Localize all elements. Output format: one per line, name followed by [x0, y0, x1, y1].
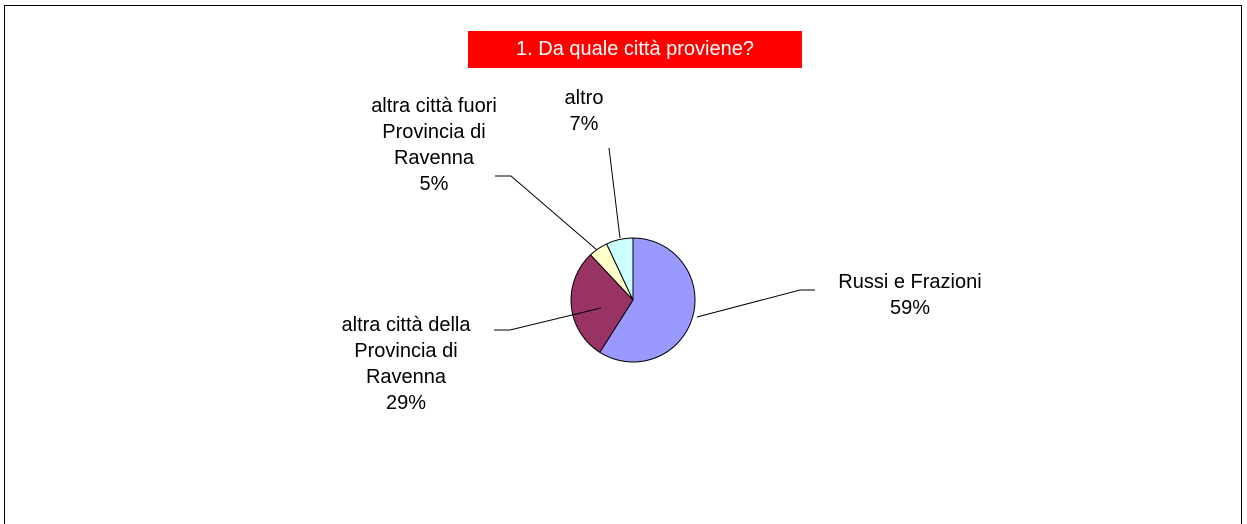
leader-line	[494, 307, 602, 331]
chart-title: 1. Da quale città proviene?	[468, 31, 802, 68]
data-label-text: Russi e Frazioni	[838, 271, 981, 293]
leader-line	[608, 147, 621, 239]
data-label-text: altro	[565, 87, 604, 109]
data-label-text: altra città della	[342, 314, 472, 336]
data-label-text: Provincia di	[382, 121, 485, 143]
data-label-percent: 7%	[570, 113, 599, 135]
label-altro: altro 7%	[565, 87, 604, 135]
data-label-percent: 59%	[890, 297, 930, 319]
label-russi-e-frazioni: Russi e Frazioni 59%	[838, 271, 981, 319]
data-label-percent: 5%	[420, 173, 449, 195]
label-altra-citta-provincia: altra città della Provincia di Ravenna 29%	[342, 314, 472, 414]
data-label-text: Provincia di	[354, 340, 457, 362]
data-label-text: Ravenna	[394, 147, 475, 169]
leader-line	[495, 175, 598, 251]
slice-russi-e-frazioni	[599, 237, 696, 363]
data-label-text: altra città fuori	[371, 95, 497, 117]
label-altra-citta-fuori-provincia: altra città fuori Provincia di Ravenna 5%	[371, 95, 497, 195]
slice-altro	[605, 237, 634, 301]
slice-altra-citta-provincia	[570, 254, 634, 354]
data-label-text: Ravenna	[366, 366, 447, 388]
data-label-percent: 29%	[386, 392, 426, 414]
leader-line	[696, 289, 815, 318]
